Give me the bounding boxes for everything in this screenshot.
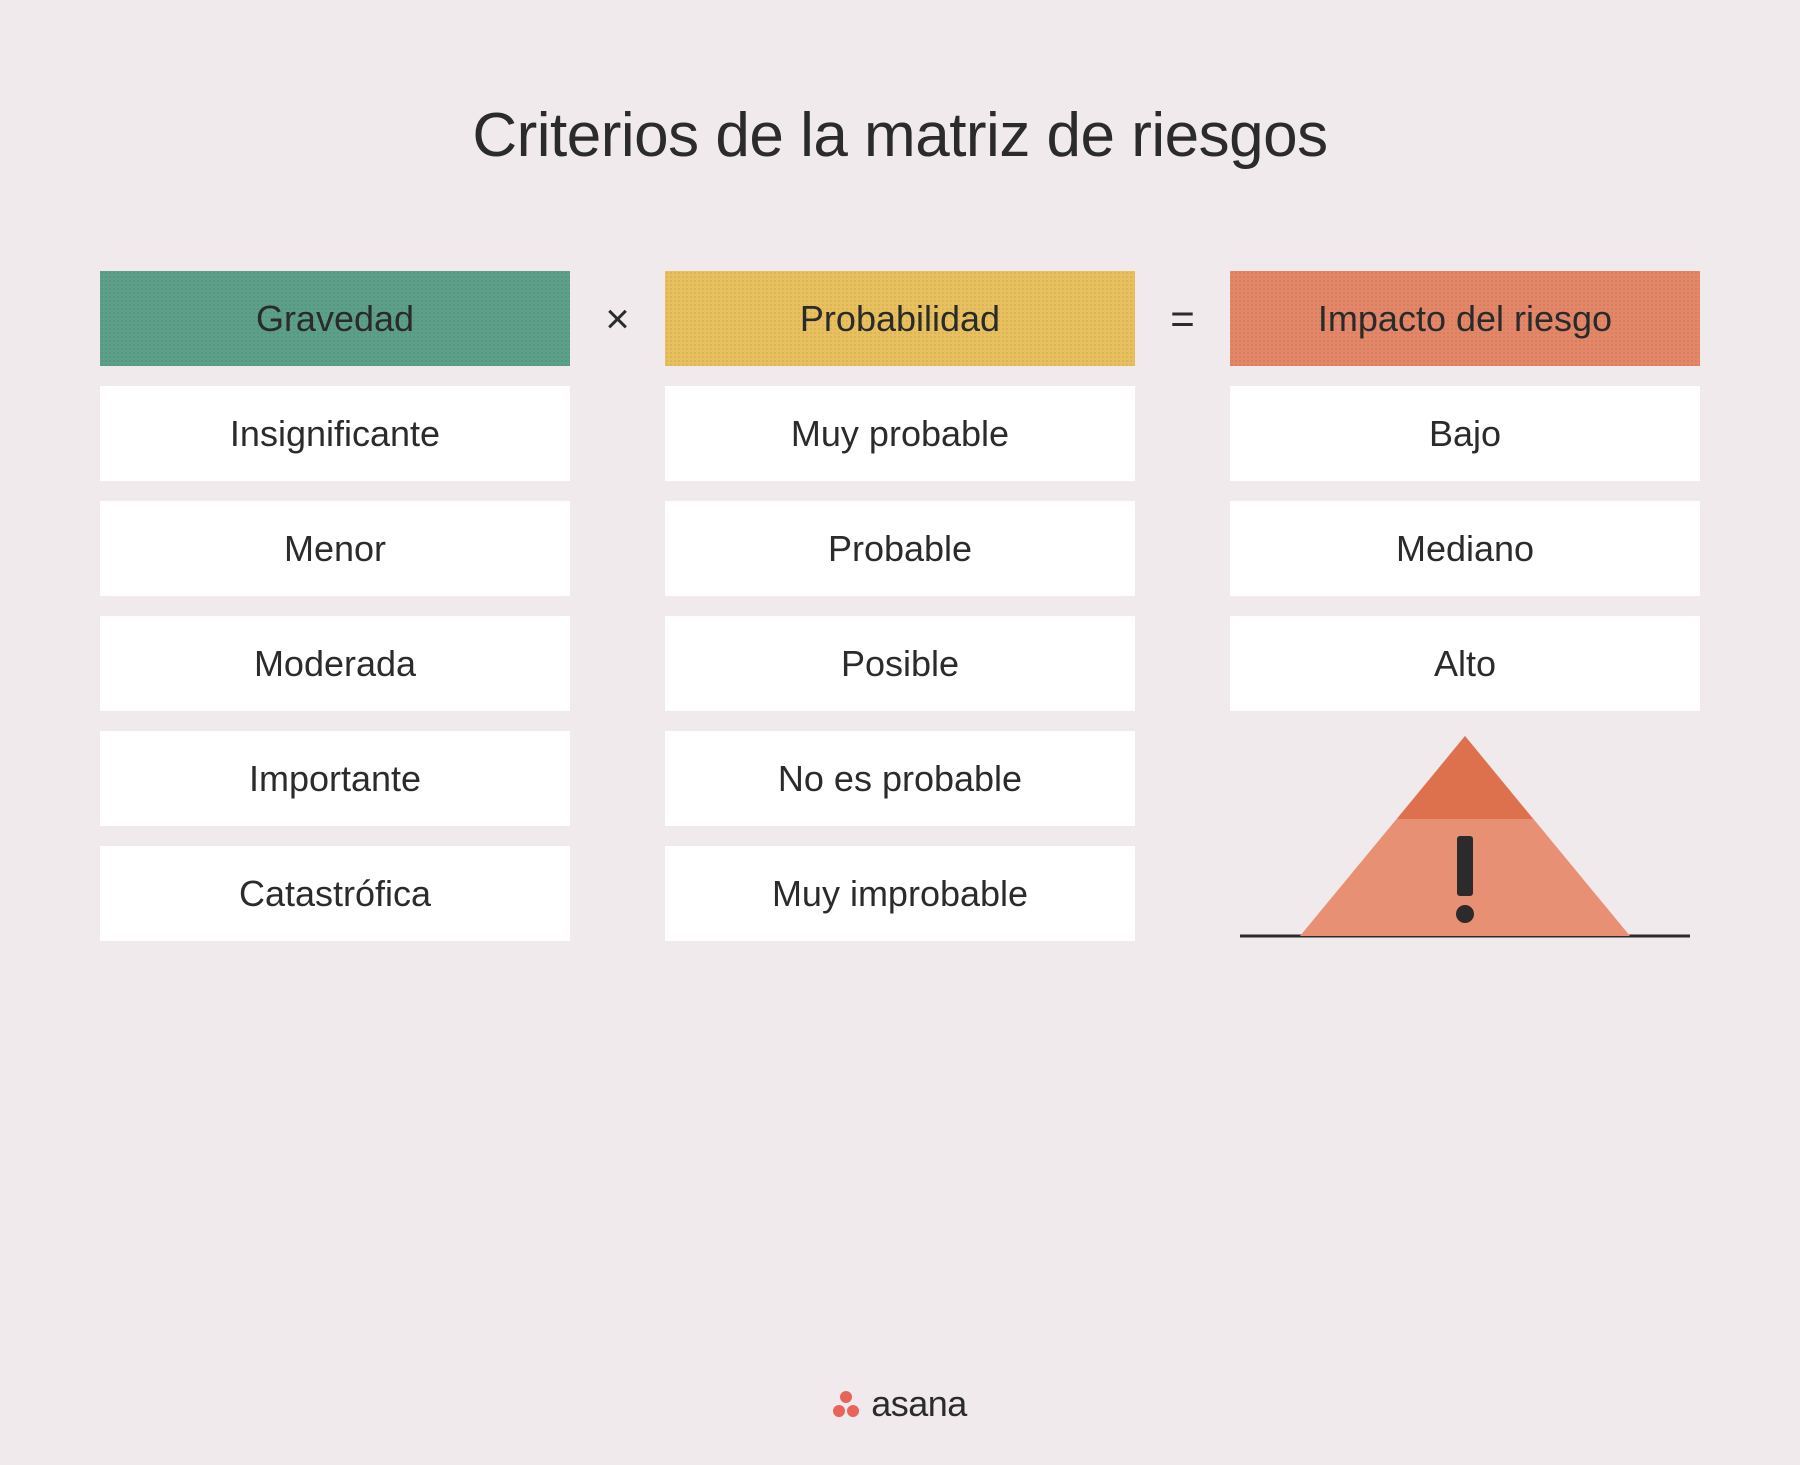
probability-item: Posible: [665, 616, 1135, 711]
probability-column: Probabilidad Muy probable Probable Posib…: [665, 271, 1135, 941]
logo-dot: [847, 1405, 859, 1417]
impact-item: Bajo: [1230, 386, 1700, 481]
severity-item: Menor: [100, 501, 570, 596]
severity-item: Insignificante: [100, 386, 570, 481]
probability-header: Probabilidad: [665, 271, 1135, 366]
logo-text: asana: [871, 1383, 967, 1425]
multiply-operator: ×: [570, 271, 665, 366]
severity-header: Gravedad: [100, 271, 570, 366]
logo-dot: [833, 1405, 845, 1417]
page-title: Criterios de la matriz de riesgos: [472, 100, 1327, 171]
impact-item: Mediano: [1230, 501, 1700, 596]
probability-item: Probable: [665, 501, 1135, 596]
matrix-container: Gravedad Insignificante Menor Moderada I…: [80, 271, 1720, 941]
logo-dot: [840, 1391, 852, 1403]
severity-item: Moderada: [100, 616, 570, 711]
severity-item: Catastrófica: [100, 846, 570, 941]
brand-logo: asana: [833, 1323, 967, 1425]
probability-item: No es probable: [665, 731, 1135, 826]
severity-item: Importante: [100, 731, 570, 826]
impact-header: Impacto del riesgo: [1230, 271, 1700, 366]
impact-column: Impacto del riesgo Bajo Mediano Alto: [1230, 271, 1700, 941]
equals-operator: =: [1135, 271, 1230, 366]
probability-item: Muy improbable: [665, 846, 1135, 941]
warning-triangle: [1230, 731, 1700, 941]
impact-item: Alto: [1230, 616, 1700, 711]
asana-logo-icon: [833, 1391, 859, 1417]
warning-triangle-icon: [1230, 731, 1700, 941]
probability-item: Muy probable: [665, 386, 1135, 481]
severity-column: Gravedad Insignificante Menor Moderada I…: [100, 271, 570, 941]
